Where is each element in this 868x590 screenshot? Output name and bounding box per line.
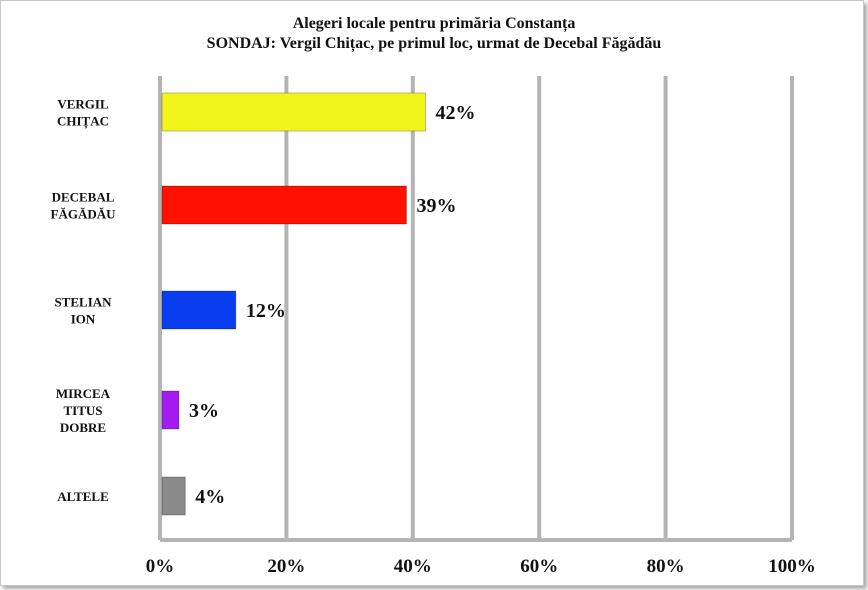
x-tick-label-100: 100% [768, 556, 816, 577]
x-tick-label-40: 40% [394, 556, 432, 577]
bars [161, 92, 426, 516]
bar-0 [161, 92, 426, 132]
x-tick-label-20: 20% [267, 556, 305, 577]
category-label-0-1: CHIȚAC [57, 114, 109, 130]
category-label-3-0: MIRCEA [56, 386, 111, 401]
x-axis-ticks: 0% 20% 40% 60% 80% 100% [146, 556, 816, 577]
category-label-1-0: DECEBAL [52, 190, 115, 205]
category-labels: VERGIL CHIȚAC DECEBAL FĂGĂDĂU STELIAN ION MIRC… [51, 97, 117, 505]
category-label-3-1: TITUS [63, 403, 102, 418]
bar-2 [161, 290, 237, 330]
value-label-1: 39% [416, 195, 456, 217]
chart-subtitle: SONDAJ: Vergil Chițac, pe primul loc, ur… [206, 35, 662, 52]
value-label-0: 42% [435, 102, 475, 124]
bar-4 [161, 476, 186, 516]
category-label-0-0: VERGIL [57, 97, 109, 112]
value-labels: 42% 39% 12% 3% 4% [189, 102, 475, 508]
x-tick-label-0: 0% [146, 556, 175, 577]
chart-title: Alegeri locale pentru primăria Constanța [292, 15, 576, 32]
x-tick-label-80: 80% [647, 556, 685, 577]
chart-title-block: Alegeri locale pentru primăria Constanța… [0, 14, 868, 54]
category-label-2-0: STELIAN [54, 295, 112, 310]
bar-3 [161, 390, 180, 430]
bar-1 [161, 185, 407, 225]
category-label-3-2: DOBRE [60, 420, 106, 435]
category-label-4-0: ALTELE [57, 489, 109, 504]
gridlines [158, 76, 794, 542]
value-label-3: 3% [189, 400, 219, 422]
category-label-1-1: FĂGĂDĂU [51, 207, 117, 222]
value-label-4: 4% [195, 486, 225, 508]
category-label-2-1: ION [71, 312, 96, 327]
x-tick-label-60: 60% [520, 556, 558, 577]
value-label-2: 12% [246, 300, 286, 322]
